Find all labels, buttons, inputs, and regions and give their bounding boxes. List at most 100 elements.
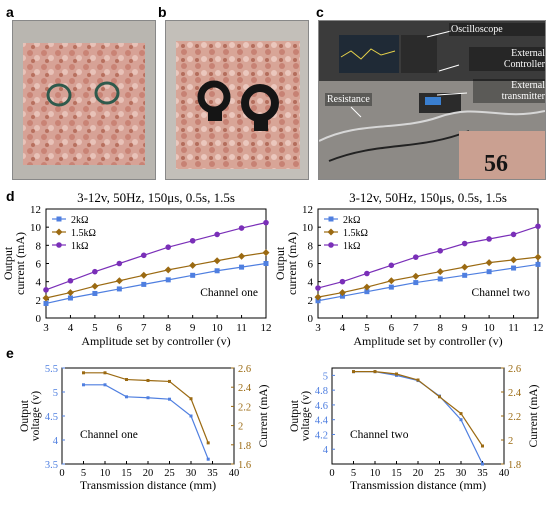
panel-label-c: c xyxy=(316,4,324,20)
chart-e1-data-point xyxy=(82,371,85,375)
chart-d1-data-point xyxy=(214,268,220,274)
chart-d1-data-point xyxy=(238,252,246,260)
chart-e2-ylabel-left-line2: voltage (v) xyxy=(300,391,312,441)
chart-e2-xtick-label: 40 xyxy=(499,468,510,479)
chart-d1-title: 3-12v, 50Hz, 150μs, 0.5s, 1.5s xyxy=(77,190,235,205)
chart-d1-xtick-label: 3 xyxy=(43,322,49,334)
chart-e1-yright-tick-label: 2.6 xyxy=(238,364,251,375)
photo-b-image xyxy=(166,21,308,179)
svg-text:56: 56 xyxy=(484,151,508,177)
chart-d2-data-point xyxy=(461,263,469,271)
chart-d1-ytick-label: 10 xyxy=(30,222,42,234)
chart-d1-data-point xyxy=(165,277,171,283)
chart-d2-data-point xyxy=(315,298,321,304)
photo-b-tissue-coils xyxy=(165,20,309,180)
chart-d1-data-point xyxy=(92,290,98,296)
chart-d2-xtick-label: 10 xyxy=(484,322,496,334)
chart-d1-series-line xyxy=(45,252,267,299)
chart-d2-series-line xyxy=(317,256,539,298)
chart-d1-xtick-label: 10 xyxy=(212,322,224,334)
chart-d2-data-point xyxy=(314,293,322,301)
chart-d1-data-point xyxy=(262,249,270,257)
chart-e1-xtick-label: 0 xyxy=(59,468,64,479)
chart-e2-yleft-tick-label: 4.4 xyxy=(315,416,329,427)
chart-d1-series-line xyxy=(45,262,267,305)
chart-e1-data-point xyxy=(206,457,210,461)
chart-e1-xtick-label: 15 xyxy=(121,468,132,479)
chart-e2-frame xyxy=(331,367,505,465)
chart-d2-ylabel-line1: Output xyxy=(273,246,287,280)
chart-e1-annotation: Channel one xyxy=(80,429,138,441)
chart-e2-yright-tick-label: 2.2 xyxy=(508,412,521,423)
chart-d1-xtick-label: 11 xyxy=(236,322,247,334)
chart-d2-data-point xyxy=(436,268,444,276)
chart-d1-data-point xyxy=(263,219,269,226)
chart-d2-legend-label: 1.5kΩ xyxy=(343,228,368,239)
chart-d1-data-point xyxy=(214,231,220,238)
chart-d1-ytick-label: 0 xyxy=(36,313,42,325)
chart-d2-data-point xyxy=(413,280,419,286)
chart-d2-data-point xyxy=(338,289,346,297)
chart-d1-data-point xyxy=(140,271,148,279)
chart-e2-ylabel-right: Current (mA) xyxy=(528,384,540,447)
chart-e2-xtick-label: 20 xyxy=(413,468,424,479)
photo-c-image: 56 xyxy=(319,21,545,179)
chart-d2-data-point xyxy=(535,223,541,230)
chart-d2-xtick-label: 9 xyxy=(462,322,468,334)
panel-label-a: a xyxy=(6,4,14,20)
chart-d2-data-point xyxy=(388,262,395,269)
chart-d2-data-point xyxy=(315,285,321,291)
chart-d2-ytick-label: 2 xyxy=(308,295,314,307)
chart-e2-xtick-label: 15 xyxy=(391,468,402,479)
chart-d2-data-point xyxy=(485,259,493,267)
chart-d1-xtick-label: 12 xyxy=(261,322,272,334)
chart-e2-yleft-tick-label: 4.2 xyxy=(315,430,328,441)
chart-d1-data-point xyxy=(67,295,73,301)
chart-d2-xtick-label: 6 xyxy=(389,322,395,334)
chart-d1-data-point xyxy=(165,244,172,250)
chart-d1-legend-marker xyxy=(56,242,62,248)
chart-e1-data-point xyxy=(103,383,107,387)
chart-e1-xtick-label: 35 xyxy=(207,468,218,479)
chart-e2-xtick-label: 5 xyxy=(351,468,356,479)
chart-e2-yright-tick-label: 2 xyxy=(508,436,513,447)
chart-e1-data-point xyxy=(125,378,128,382)
chart-e1-yright-tick-label: 2 xyxy=(238,422,243,433)
chart-d1-data-point xyxy=(190,272,196,278)
chart-d2-data-point xyxy=(461,240,468,247)
chart-e2-yleft-tick-label: 4.8 xyxy=(315,386,328,397)
chart-d1-data-point xyxy=(189,237,196,244)
chart-d2-series-line xyxy=(317,263,539,302)
chart-d2-legend-marker xyxy=(328,216,334,222)
chart-e1-data-point xyxy=(146,396,150,400)
chart-e2-data-point xyxy=(416,378,420,382)
chart-d2-legend-label: 1kΩ xyxy=(343,241,360,252)
chart-e1-yleft-tick-label: 3.5 xyxy=(45,460,58,471)
chart-e2-xtick-label: 30 xyxy=(456,468,467,479)
chart-d1-xtick-label: 9 xyxy=(190,322,196,334)
chart-d2-data-point xyxy=(388,284,394,290)
chart-e2-ylabel-left-line1: Output xyxy=(289,399,301,432)
panel-label-b: b xyxy=(158,4,167,20)
chart-d1-xtick-label: 8 xyxy=(165,322,171,334)
chart-d2-data-point xyxy=(339,278,346,285)
chart-d1-data-point xyxy=(43,300,49,306)
chart-d1-xtick-label: 7 xyxy=(141,322,147,334)
chart-d1-legend-marker xyxy=(55,228,63,236)
chart-d2-data-point xyxy=(364,270,370,277)
chart-d2-data-point xyxy=(535,261,541,267)
chart-e2-data-point xyxy=(352,370,355,374)
chart-e1-data-point xyxy=(168,397,171,401)
chart-d1-series-line xyxy=(45,222,267,291)
chart-d2-data-point xyxy=(462,272,468,278)
chart-e2-xtick-label: 10 xyxy=(370,468,381,479)
chart-e1-xtick-label: 10 xyxy=(100,468,111,479)
chart-d2-data-point xyxy=(511,265,517,271)
chart-d1-data-point xyxy=(263,261,269,266)
chart-d1-legend-label: 1.5kΩ xyxy=(71,228,96,239)
chart-d1-data-point xyxy=(42,294,50,302)
chart-e1-ylabel-left-line2: voltage (v) xyxy=(30,391,42,441)
chart-d2-ytick-label: 8 xyxy=(308,240,314,252)
chart-d1-data-point xyxy=(189,261,197,269)
chart-d1-data-point xyxy=(116,286,122,292)
